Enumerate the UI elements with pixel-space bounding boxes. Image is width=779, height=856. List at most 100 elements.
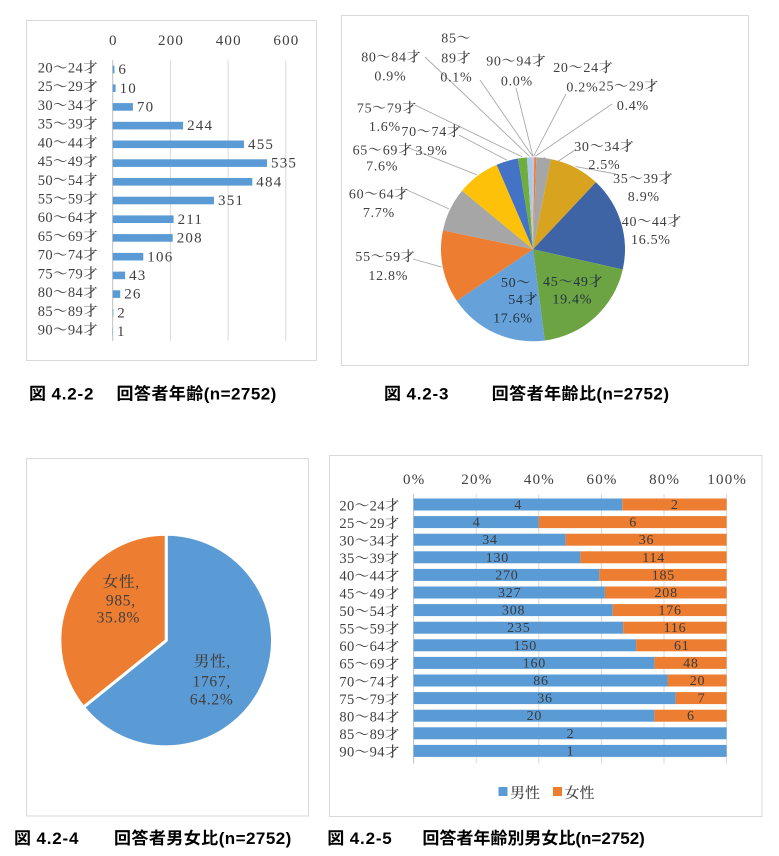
svg-text:79: 79	[68, 266, 83, 282]
svg-text:49: 49	[370, 586, 385, 602]
svg-text:44: 44	[652, 215, 667, 230]
svg-text:1.6%: 1.6%	[369, 120, 401, 135]
svg-text:0%: 0%	[403, 472, 425, 488]
svg-text:59: 59	[385, 250, 400, 265]
svg-text:1767,: 1767,	[193, 674, 231, 691]
svg-text:4.2-5: 4.2-5	[350, 829, 393, 848]
svg-text:0.9%: 0.9%	[374, 69, 406, 84]
svg-text:26: 26	[124, 287, 141, 303]
svg-text:20: 20	[690, 674, 706, 689]
svg-text:55: 55	[38, 192, 53, 208]
svg-text:29: 29	[629, 80, 644, 95]
svg-text:74: 74	[432, 125, 447, 140]
svg-text:(n=2752): (n=2752)	[219, 829, 292, 848]
svg-text:308: 308	[502, 604, 525, 619]
svg-text:80: 80	[361, 51, 376, 66]
svg-text:94: 94	[370, 745, 386, 761]
svg-text:64.2%: 64.2%	[190, 692, 234, 709]
svg-text:455: 455	[248, 137, 274, 153]
svg-text:34: 34	[482, 533, 498, 548]
svg-text:25: 25	[599, 80, 614, 95]
svg-text:85: 85	[339, 727, 354, 743]
svg-text:94: 94	[68, 323, 84, 339]
svg-text:0.0%: 0.0%	[501, 74, 533, 89]
svg-text:100%: 100%	[707, 472, 747, 488]
svg-text:39: 39	[68, 117, 83, 133]
svg-text:484: 484	[256, 174, 282, 190]
svg-text:211: 211	[178, 212, 204, 228]
svg-text:89: 89	[441, 52, 456, 67]
svg-text:4.2-3: 4.2-3	[407, 385, 450, 404]
svg-text:,: ,	[135, 574, 140, 591]
svg-text:75: 75	[38, 266, 53, 282]
svg-text:34: 34	[68, 98, 84, 114]
svg-text:75: 75	[339, 692, 354, 708]
svg-text:69: 69	[68, 229, 83, 245]
svg-text:48: 48	[683, 656, 699, 671]
svg-text:45: 45	[543, 275, 558, 290]
svg-text:24: 24	[370, 498, 386, 514]
svg-text:44: 44	[68, 135, 84, 151]
svg-text:69: 69	[383, 144, 398, 159]
svg-text:985,: 985,	[106, 593, 136, 610]
svg-text:2.5%: 2.5%	[588, 158, 620, 173]
svg-text:(n=2752): (n=2752)	[596, 385, 669, 404]
svg-text:80%: 80%	[649, 472, 680, 488]
svg-text:600: 600	[273, 33, 299, 49]
svg-text:70: 70	[401, 125, 416, 140]
svg-text:65: 65	[38, 229, 53, 245]
svg-text:39: 39	[643, 172, 658, 187]
svg-text:45: 45	[339, 586, 354, 602]
svg-text:106: 106	[147, 249, 173, 265]
svg-text:116: 116	[664, 621, 687, 636]
svg-text:84: 84	[68, 285, 84, 301]
svg-text:43: 43	[129, 268, 146, 284]
svg-text:60: 60	[339, 639, 354, 655]
svg-text:40: 40	[38, 135, 53, 151]
svg-text:65: 65	[353, 144, 368, 159]
svg-text:20%: 20%	[461, 472, 492, 488]
svg-text:80: 80	[339, 710, 354, 726]
svg-text:20: 20	[553, 61, 568, 76]
svg-text:30: 30	[339, 534, 354, 550]
svg-text:79: 79	[387, 102, 402, 117]
svg-text:4.2-4: 4.2-4	[37, 829, 80, 848]
svg-text:17.6%: 17.6%	[493, 311, 533, 326]
svg-text:208: 208	[655, 586, 678, 601]
svg-text:2: 2	[671, 498, 679, 513]
svg-text:24: 24	[68, 61, 84, 77]
svg-text:85: 85	[441, 32, 456, 47]
svg-text:208: 208	[177, 231, 203, 247]
svg-text:36: 36	[639, 533, 655, 548]
svg-text:55: 55	[339, 622, 354, 638]
svg-text:34: 34	[370, 534, 386, 550]
svg-text:50: 50	[501, 276, 516, 291]
svg-text:351: 351	[218, 193, 244, 209]
svg-text:24: 24	[583, 61, 598, 76]
svg-text:176: 176	[658, 604, 681, 619]
svg-text:30: 30	[38, 98, 53, 114]
svg-text:61: 61	[674, 639, 690, 654]
svg-text:69: 69	[370, 657, 385, 673]
svg-text:94: 94	[516, 55, 531, 70]
svg-text:29: 29	[370, 516, 385, 532]
svg-text:25: 25	[339, 516, 354, 532]
svg-text:59: 59	[68, 192, 83, 208]
svg-text:64: 64	[379, 188, 394, 203]
svg-text:60: 60	[38, 210, 53, 226]
svg-text:80: 80	[38, 285, 53, 301]
svg-text:50: 50	[339, 604, 354, 620]
svg-text:10: 10	[120, 81, 137, 97]
svg-text:7.6%: 7.6%	[366, 160, 398, 175]
svg-text:75: 75	[357, 102, 372, 117]
svg-text:49: 49	[573, 275, 588, 290]
svg-text:200: 200	[158, 33, 184, 49]
svg-text:150: 150	[514, 639, 537, 654]
svg-text:64: 64	[68, 210, 84, 226]
svg-text:90: 90	[38, 323, 53, 339]
svg-text:49: 49	[68, 154, 83, 170]
svg-text:114: 114	[642, 551, 665, 566]
svg-text:39: 39	[370, 551, 385, 567]
svg-text:4.2-2: 4.2-2	[52, 385, 95, 404]
svg-text:185: 185	[652, 568, 675, 583]
